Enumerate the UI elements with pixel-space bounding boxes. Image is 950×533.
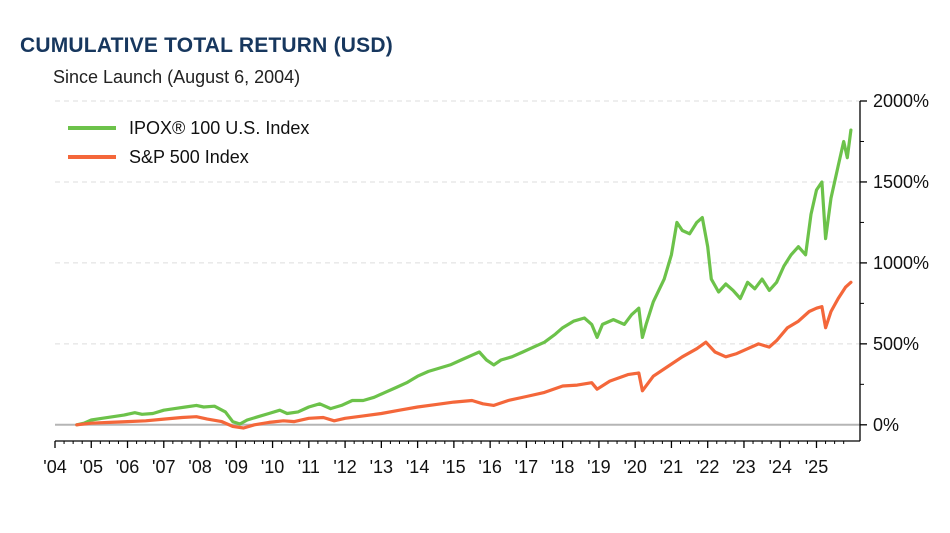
x-tick-label: '17 bbox=[515, 457, 538, 477]
x-tick-label: '07 bbox=[152, 457, 175, 477]
legend-label-sp-500: S&P 500 Index bbox=[129, 147, 249, 167]
series-line-ipox-100 bbox=[75, 128, 853, 427]
y-tick-label: 0% bbox=[873, 415, 899, 435]
x-tick-label: '19 bbox=[587, 457, 610, 477]
legend-label-ipox-100: IPOX® 100 U.S. Index bbox=[129, 118, 309, 138]
x-tick-label: '06 bbox=[116, 457, 139, 477]
chart-subtitle: Since Launch (August 6, 2004) bbox=[53, 67, 301, 87]
x-tick-label: '11 bbox=[298, 457, 320, 477]
x-tick-label: '14 bbox=[406, 457, 429, 477]
x-tick-label: '20 bbox=[623, 457, 646, 477]
series-layer bbox=[75, 128, 853, 430]
x-tick-label: '04 bbox=[43, 457, 66, 477]
y-tick-label: 1000% bbox=[873, 253, 929, 273]
chart-title: CUMULATIVE TOTAL RETURN (USD) bbox=[20, 34, 393, 57]
x-tick-label: '13 bbox=[370, 457, 393, 477]
x-tick-label: '24 bbox=[768, 457, 791, 477]
x-tick-label: '15 bbox=[442, 457, 465, 477]
x-tick-label: '21 bbox=[660, 457, 683, 477]
legend: IPOX® 100 U.S. Index S&P 500 Index bbox=[68, 118, 309, 167]
y-tick-label: 2000% bbox=[873, 91, 929, 111]
x-tick-label: '16 bbox=[478, 457, 501, 477]
x-tick-label: '05 bbox=[80, 457, 103, 477]
x-tick-label: '25 bbox=[805, 457, 828, 477]
x-tick-label: '10 bbox=[261, 457, 284, 477]
x-tick-label: '09 bbox=[225, 457, 248, 477]
grid-layer bbox=[55, 100, 860, 345]
x-tick-label: '23 bbox=[732, 457, 755, 477]
axis-layer: '04 '05 '06 '07 '08 '09 '10 '11 '12 '13 '14 '15 '16 '… bbox=[43, 91, 929, 477]
series-line-sp-500 bbox=[75, 280, 853, 430]
x-tick-label: '22 bbox=[696, 457, 719, 477]
x-tick-label: '12 bbox=[333, 457, 356, 477]
y-tick-label: 500% bbox=[873, 334, 919, 354]
x-tick-label: '08 bbox=[188, 457, 211, 477]
y-tick-label: 1500% bbox=[873, 172, 929, 192]
x-tick-label: '18 bbox=[551, 457, 574, 477]
